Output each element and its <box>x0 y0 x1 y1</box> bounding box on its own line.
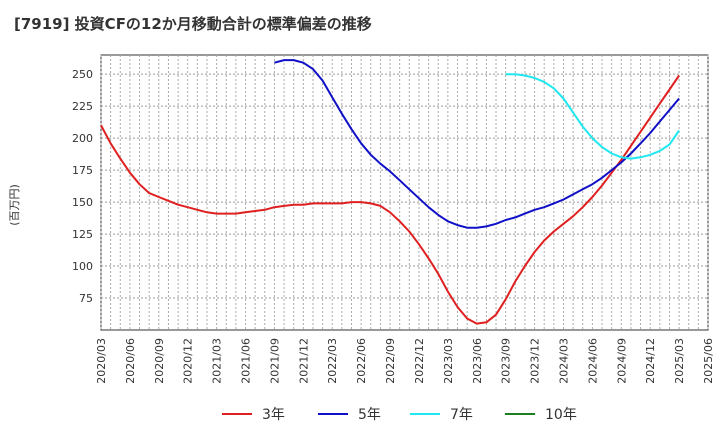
x-tick-label: 2022/12 <box>413 338 426 384</box>
y-axis-ticks: 75 100 125 150 175 200 225 250 <box>72 68 93 305</box>
y-tick-label: 250 <box>72 68 93 81</box>
x-tick-label: 2025/06 <box>702 338 715 384</box>
legend-label: 3年 <box>262 407 285 423</box>
y-tick-label: 225 <box>72 100 93 113</box>
series-lines <box>100 59 680 325</box>
x-tick-label: 2023/03 <box>442 338 455 384</box>
x-tick-label: 2022/06 <box>355 338 368 384</box>
chart-title: [7919] 投資CFの12か月移動合計の標準偏差の推移 <box>14 15 372 33</box>
x-tick-label: 2024/06 <box>586 338 599 384</box>
legend-label: 5年 <box>358 407 381 423</box>
x-tick-label: 2020/03 <box>95 338 108 384</box>
series-line-7年 <box>505 73 680 160</box>
x-tick-label: 2020/12 <box>182 338 195 384</box>
legend: 3年 5年 7年 10年 <box>222 407 577 423</box>
x-tick-label: 2024/09 <box>615 338 628 384</box>
y-tick-label: 75 <box>79 292 93 305</box>
x-tick-label: 2020/09 <box>153 338 166 384</box>
x-tick-label: 2025/03 <box>673 338 686 384</box>
plot-area <box>100 54 709 331</box>
x-tick-label: 2023/09 <box>500 338 513 384</box>
series-line-3年 <box>100 74 680 325</box>
legend-label: 7年 <box>450 407 473 423</box>
x-tick-label: 2023/12 <box>529 338 542 384</box>
x-tick-label: 2021/03 <box>211 338 224 384</box>
x-tick-label: 2023/06 <box>471 338 484 384</box>
y-tick-label: 175 <box>72 164 93 177</box>
x-axis-ticks: 2020/03 2020/06 2020/09 2020/12 2021/03 2021/… <box>95 338 715 384</box>
y-tick-label: 200 <box>72 132 93 145</box>
x-tick-label: 2022/09 <box>384 338 397 384</box>
x-tick-label: 2022/03 <box>326 338 339 384</box>
legend-label: 10年 <box>545 407 577 423</box>
y-tick-label: 100 <box>72 260 93 273</box>
x-tick-label: 2021/06 <box>240 338 253 384</box>
y-tick-label: 125 <box>72 228 93 241</box>
x-tick-label: 2020/06 <box>124 338 137 384</box>
x-tick-label: 2021/12 <box>297 338 310 384</box>
series-line-5年 <box>274 59 680 229</box>
x-tick-label: 2021/09 <box>268 338 281 384</box>
x-tick-label: 2024/12 <box>644 338 657 384</box>
y-tick-label: 150 <box>72 196 93 209</box>
x-tick-label: 2024/03 <box>557 338 570 384</box>
